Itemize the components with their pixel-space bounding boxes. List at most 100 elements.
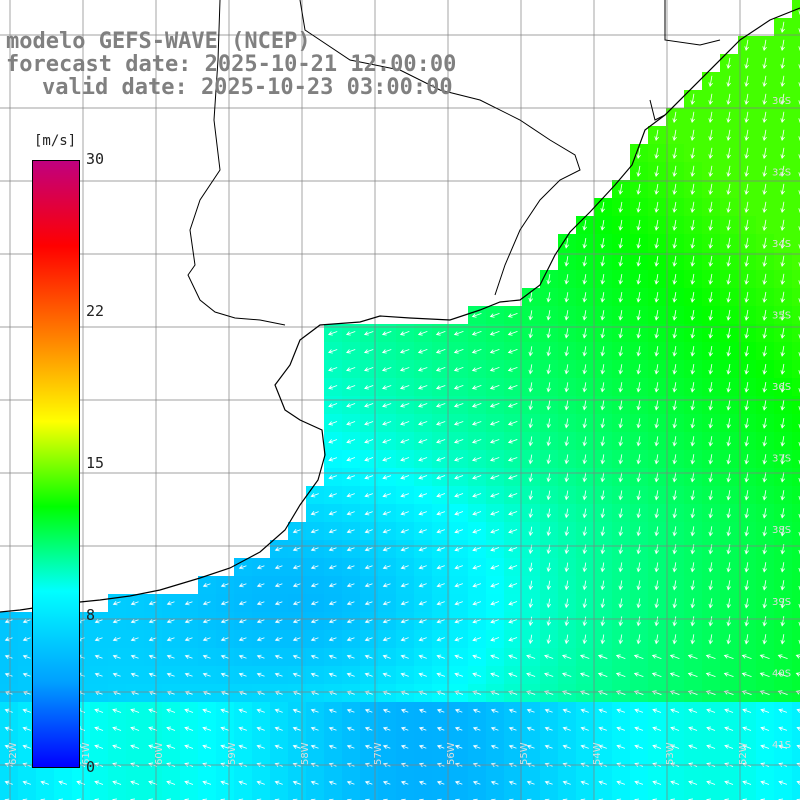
wind-arrow (490, 619, 500, 624)
wind-arrow (112, 672, 121, 677)
wind-arrow (744, 219, 749, 232)
wind-arrow (310, 618, 319, 624)
wind-arrow (472, 637, 482, 642)
wind-arrow (490, 708, 499, 714)
wind-cell (792, 774, 800, 792)
wind-arrow (780, 273, 785, 285)
wind-arrow (256, 564, 265, 570)
wind-arrow (546, 598, 552, 609)
wind-arrow (798, 118, 800, 124)
wind-cell (792, 18, 800, 36)
wind-arrow (597, 654, 608, 659)
wind-arrow (382, 708, 391, 714)
wind-arrow (202, 780, 212, 785)
wind-arrow (564, 454, 570, 465)
wind-arrow (400, 439, 410, 444)
wind-arrow (364, 493, 373, 498)
wind-arrow (618, 201, 623, 213)
wind-arrow (654, 454, 659, 465)
lon-label: 57W (373, 742, 384, 765)
wind-arrow (220, 672, 229, 677)
wind-arrow (690, 400, 695, 411)
wind-arrow (672, 418, 677, 429)
wind-arrow (654, 273, 659, 285)
wind-arrow (726, 580, 731, 591)
wind-arrow (256, 780, 265, 785)
wind-arrow (238, 744, 247, 749)
wind-arrow (489, 385, 500, 390)
wind-arrow (345, 331, 356, 336)
wind-arrow (706, 744, 716, 749)
wind-arrow (762, 165, 767, 178)
wind-arrow (780, 562, 785, 573)
wind-arrow (636, 508, 642, 519)
wind-arrow (726, 93, 731, 106)
wind-arrow (490, 672, 500, 677)
wind-arrow (292, 600, 301, 606)
wind-arrow (400, 619, 409, 624)
lat-label: 39S (772, 597, 791, 608)
wind-arrow (418, 565, 427, 570)
wind-arrow (690, 147, 695, 160)
wind-arrow (670, 726, 680, 731)
wind-arrow (22, 780, 31, 785)
wind-arrow (654, 616, 659, 627)
wind-arrow (364, 439, 374, 444)
wind-arrow (708, 382, 713, 393)
lat-label: 35S (772, 311, 791, 322)
wind-arrow (382, 583, 391, 588)
wind-arrow (652, 726, 662, 731)
wind-arrow (256, 654, 265, 660)
wind-arrow (780, 129, 785, 142)
wind-arrow (400, 511, 409, 516)
wind-cell (792, 558, 800, 576)
wind-cell (432, 792, 450, 804)
wind-arrow (490, 547, 500, 552)
wind-arrow (346, 529, 355, 534)
wind-arrow (508, 726, 517, 732)
wind-arrow (364, 547, 373, 552)
wind-arrow (148, 601, 157, 606)
wind-arrow (690, 382, 695, 393)
wind-arrow (490, 637, 500, 642)
wind-arrow (526, 672, 536, 677)
wind-arrow (564, 418, 569, 429)
wind-arrow (508, 780, 517, 786)
wind-arrow (364, 780, 373, 786)
wind-arrow (418, 637, 427, 642)
wind-arrow (546, 382, 551, 393)
wind-arrow (382, 637, 391, 642)
wind-arrow (708, 562, 713, 573)
wind-arrow (454, 547, 464, 552)
wind-cell (792, 288, 800, 306)
wind-arrow (726, 382, 731, 393)
wind-arrow (453, 421, 464, 426)
wind-arrow (130, 672, 139, 677)
wind-arrow (436, 565, 445, 570)
wind-arrow (508, 654, 518, 659)
wind-arrow (618, 219, 623, 231)
wind-arrow (418, 726, 427, 732)
wind-arrow (454, 619, 463, 624)
wind-arrow (598, 780, 607, 785)
wind-arrow (418, 744, 427, 750)
wind-arrow (148, 637, 157, 642)
wind-arrow (795, 654, 800, 659)
wind-arrow (400, 637, 409, 642)
wind-arrow (724, 780, 734, 785)
wind-cell (792, 414, 800, 432)
wind-arrow (453, 385, 464, 390)
wind-arrow (582, 562, 588, 573)
wind-cell (414, 792, 432, 804)
wind-arrow (726, 201, 731, 214)
wind-arrow (582, 454, 588, 465)
wind-arrow (382, 726, 391, 732)
wind-arrow (418, 421, 428, 426)
wind-arrow (346, 421, 356, 426)
title-forecast-date: forecast date: 2025-10-21 12:00:00 (6, 52, 457, 77)
wind-arrow (454, 780, 463, 786)
wind-arrow (436, 601, 445, 606)
wind-arrow (744, 129, 749, 142)
wind-arrow (744, 183, 749, 196)
wind-arrow (526, 708, 535, 713)
